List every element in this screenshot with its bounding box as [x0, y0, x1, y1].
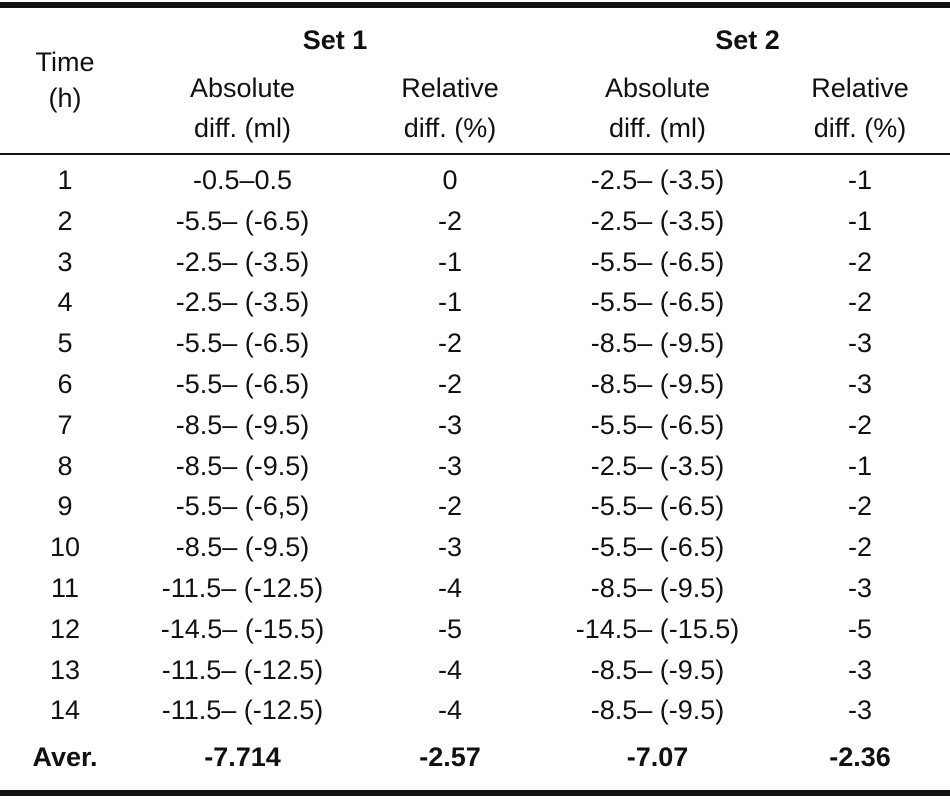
set2-abs-cell: -2.5– (-3.5) — [590, 165, 725, 195]
header-rule — [0, 153, 950, 155]
set1-abs-header-line2: diff. (ml) — [193, 113, 291, 143]
time-cell: 10 — [49, 532, 81, 563]
set2-rel-cell: -2 — [847, 287, 872, 318]
set2-abs-header-line1: Absolute — [604, 73, 711, 103]
set2-rel-cell: -2 — [847, 246, 872, 277]
average-set2-rel: -2.36 — [829, 742, 891, 772]
set1-rel-cell: -1 — [437, 287, 462, 318]
set1-rel-cell: -3 — [437, 450, 462, 481]
set2-rel-header-line1: Relative — [811, 73, 909, 103]
time-cell: 13 — [49, 654, 81, 685]
set1-abs-cell: -8.5– (-9.5) — [175, 450, 310, 481]
set1-rel-cell: 0 — [442, 165, 458, 195]
time-header-line1: Time — [35, 47, 95, 77]
time-cell: 11 — [50, 573, 80, 603]
set1-abs-cell: -0.5–0.5 — [192, 165, 293, 195]
set2-abs-cell: -8.5– (-9.5) — [590, 654, 725, 685]
set2-abs-cell: -5.5– (-6.5) — [590, 491, 725, 522]
set1-abs-cell: -11.5– (-12.5) — [161, 573, 324, 603]
set1-rel-cell: -4 — [437, 573, 462, 603]
set2-header: Set 2 — [715, 25, 780, 55]
set1-abs-cell: -11.5– (-12.5) — [161, 695, 324, 726]
average-set2-abs: -7.07 — [626, 742, 689, 772]
set2-rel-cell: -1 — [847, 205, 872, 236]
set1-abs-cell: -5.5– (-6.5) — [175, 328, 310, 359]
set2-rel-cell: -3 — [847, 573, 872, 603]
set2-rel-cell: -2 — [847, 491, 872, 522]
set1-abs-cell: -2.5– (-3.5) — [175, 246, 310, 277]
set2-abs-cell: -5.5– (-6.5) — [590, 409, 725, 440]
set2-rel-cell: -3 — [847, 328, 872, 359]
set1-abs-cell: -8.5– (-9.5) — [175, 409, 310, 440]
time-cell: 12 — [49, 613, 81, 644]
set1-rel-cell: -4 — [437, 654, 462, 685]
set1-rel-header-line2: diff. (%) — [403, 113, 497, 143]
set1-abs-header-line1: Absolute — [189, 73, 296, 103]
time-cell: 5 — [57, 328, 73, 359]
set1-rel-header-line1: Relative — [401, 73, 499, 103]
set1-rel-cell: -4 — [437, 695, 462, 726]
set1-rel-cell: -5 — [437, 613, 462, 644]
time-cell: 3 — [57, 246, 73, 277]
set1-abs-cell: -2.5– (-3.5) — [175, 287, 310, 318]
set2-abs-cell: -5.5– (-6.5) — [590, 532, 725, 563]
set2-rel-cell: -2 — [847, 409, 872, 440]
top-rule — [0, 2, 950, 8]
set2-abs-cell: -8.5– (-9.5) — [590, 695, 725, 726]
set2-rel-header-line2: diff. (%) — [813, 113, 907, 143]
set2-abs-cell: -2.5– (-3.5) — [590, 205, 725, 236]
set1-rel-cell: -2 — [437, 491, 462, 522]
set2-rel-cell: -2 — [847, 532, 872, 563]
time-header: Time (h) — [10, 44, 120, 116]
time-cell: 9 — [57, 491, 73, 522]
set1-abs-cell: -5.5– (-6.5) — [175, 205, 310, 236]
set2-rel-cell: -1 — [847, 165, 872, 195]
set2-abs-cell: -5.5– (-6.5) — [590, 287, 725, 318]
average-set1-abs: -7.714 — [204, 742, 281, 772]
set1-header: Set 1 — [302, 25, 368, 55]
average-label: Aver. — [32, 742, 98, 772]
set1-abs-cell: -5.5– (-6,5) — [175, 491, 310, 522]
set1-rel-cell: -2 — [437, 369, 462, 399]
set2-rel-cell: -3 — [847, 695, 872, 726]
time-header-line2: (h) — [48, 83, 82, 113]
set1-abs-cell: -8.5– (-9.5) — [175, 532, 310, 563]
time-cell: 14 — [49, 695, 81, 726]
set2-abs-cell: -14.5– (-15.5) — [575, 613, 740, 644]
set2-abs-cell: -8.5– (-9.5) — [590, 573, 725, 603]
set2-abs-cell: -5.5– (-6.5) — [590, 246, 725, 277]
average-set1-rel: -2.57 — [419, 742, 481, 772]
set1-rel-cell: -2 — [437, 205, 462, 236]
set1-abs-cell: -5.5– (-6.5) — [175, 369, 310, 399]
set2-abs-header-line2: diff. (ml) — [608, 113, 706, 143]
time-cell: 1 — [57, 165, 73, 195]
time-cell: 2 — [57, 205, 73, 236]
set2-rel-cell: -1 — [847, 450, 872, 481]
set1-rel-cell: -1 — [437, 246, 462, 277]
time-cell: 6 — [57, 369, 73, 399]
set2-rel-cell: -5 — [847, 613, 872, 644]
set1-abs-cell: -14.5– (-15.5) — [160, 613, 325, 644]
time-cell: 4 — [57, 287, 73, 318]
time-cell: 8 — [57, 450, 73, 481]
time-cell: 7 — [57, 409, 73, 440]
set1-rel-cell: -3 — [437, 532, 462, 563]
bottom-rule — [0, 790, 950, 796]
set2-abs-cell: -2.5– (-3.5) — [590, 450, 725, 481]
set2-abs-cell: -8.5– (-9.5) — [590, 369, 725, 399]
set2-abs-cell: -8.5– (-9.5) — [590, 328, 725, 359]
set1-rel-cell: -3 — [437, 409, 462, 440]
set1-rel-cell: -2 — [437, 328, 462, 359]
set1-abs-cell: -11.5– (-12.5) — [161, 654, 324, 685]
set2-rel-cell: -3 — [847, 654, 872, 685]
set2-rel-cell: -3 — [847, 369, 872, 399]
